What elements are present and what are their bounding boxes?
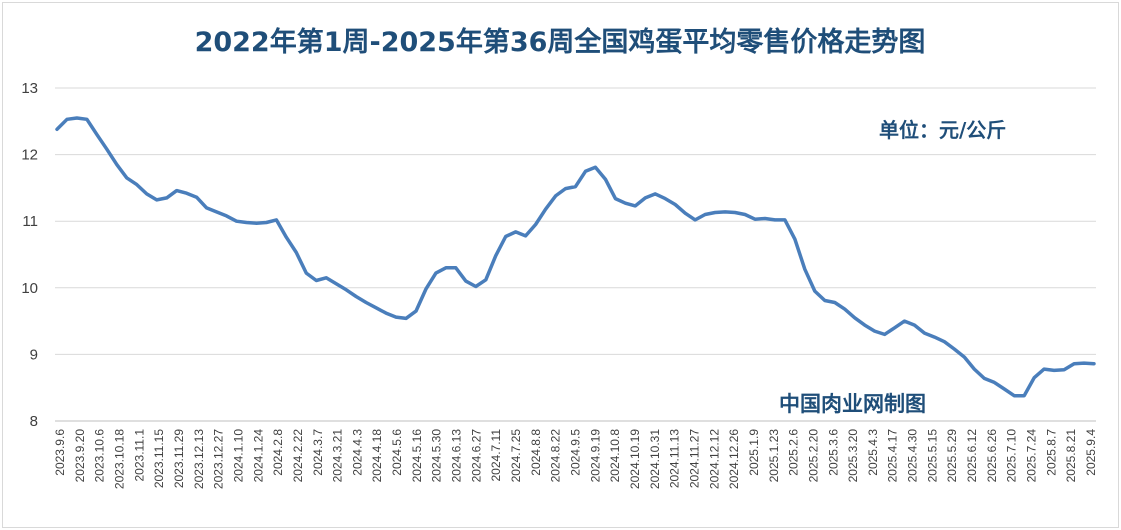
x-tick-label: 2023.11.1 bbox=[132, 429, 146, 482]
x-tick-label: 2024.3.21 bbox=[331, 429, 345, 483]
x-tick-label: 2024.9.19 bbox=[588, 429, 602, 483]
y-tick-label: 10 bbox=[21, 280, 38, 297]
x-tick-label: 2025.2.20 bbox=[806, 429, 820, 483]
x-tick-label: 2024.12.12 bbox=[707, 429, 721, 489]
x-tick-label: 2025.6.12 bbox=[965, 429, 979, 483]
y-tick-label: 8 bbox=[30, 413, 38, 430]
x-tick-label: 2025.4.3 bbox=[866, 429, 880, 476]
chart-title: 2022年第1周-2025年第36周全国鸡蛋平均零售价格走势图 bbox=[195, 26, 926, 58]
x-tick-label: 2025.5.29 bbox=[945, 429, 959, 483]
x-tick-label: 2024.4.18 bbox=[370, 429, 384, 483]
x-tick-label: 2024.1.10 bbox=[231, 429, 245, 483]
y-tick-label: 13 bbox=[21, 80, 38, 97]
x-tick-label: 2025.5.15 bbox=[925, 429, 939, 483]
x-tick-label: 2024.5.16 bbox=[410, 429, 424, 483]
x-tick-label: 2023.10.18 bbox=[112, 429, 126, 489]
x-tick-label: 2023.10.6 bbox=[93, 429, 107, 483]
x-tick-label: 2023.11.15 bbox=[152, 429, 166, 488]
x-tick-label: 2024.10.19 bbox=[628, 429, 642, 489]
x-tick-label: 2024.11.27 bbox=[687, 429, 701, 488]
x-axis-ticks: 2023.9.6 2023.9.20 2023.10.6 2023.10.18 2023… bbox=[53, 429, 1098, 489]
x-tick-label: 2025.1.9 bbox=[747, 429, 761, 476]
x-tick-label: 2024.5.30 bbox=[430, 429, 444, 483]
x-tick-label: 2024.12.26 bbox=[727, 429, 741, 489]
x-tick-label: 2025.3.20 bbox=[846, 429, 860, 483]
x-tick-label: 2024.11.13 bbox=[668, 429, 682, 488]
x-tick-label: 2024.6.13 bbox=[450, 429, 464, 483]
x-tick-label: 2024.8.22 bbox=[549, 429, 563, 483]
x-tick-label: 2025.2.6 bbox=[787, 429, 801, 476]
x-tick-label: 2025.3.6 bbox=[826, 429, 840, 476]
x-tick-label: 2023.11.29 bbox=[172, 429, 186, 488]
y-tick-label: 11 bbox=[22, 213, 38, 230]
x-tick-label: 2025.8.7 bbox=[1044, 429, 1058, 476]
x-tick-label: 2024.2.8 bbox=[271, 429, 285, 476]
x-tick-label: 2025.1.23 bbox=[767, 429, 781, 483]
x-tick-label: 2024.8.8 bbox=[529, 429, 543, 476]
x-tick-label: 2025.4.17 bbox=[886, 429, 900, 483]
y-axis-ticks: 8 9 10 11 12 13 bbox=[21, 80, 38, 430]
x-tick-label: 2024.10.31 bbox=[648, 429, 662, 489]
series-layer bbox=[55, 116, 1096, 398]
x-tick-label: 2024.9.5 bbox=[569, 429, 583, 476]
x-tick-label: 2025.4.30 bbox=[906, 429, 920, 483]
x-tick-label: 2024.3.7 bbox=[311, 429, 325, 476]
y-tick-label: 12 bbox=[21, 147, 38, 164]
x-tick-label: 2024.1.24 bbox=[251, 429, 265, 483]
line-chart: 2022年第1周-2025年第36周全国鸡蛋平均零售价格走势图 8 9 10 11 12… bbox=[21, 26, 1098, 489]
x-tick-label: 2023.12.27 bbox=[212, 429, 226, 489]
gridlines bbox=[55, 87, 1096, 422]
x-tick-label: 2025.9.4 bbox=[1084, 429, 1098, 476]
x-tick-label: 2024.4.3 bbox=[350, 429, 364, 476]
x-tick-label: 2024.6.27 bbox=[469, 429, 483, 483]
price-line bbox=[55, 116, 1096, 398]
unit-label: 单位：元/公斤 bbox=[879, 118, 1006, 142]
x-tick-label: 2025.7.24 bbox=[1025, 429, 1039, 483]
x-tick-label: 2024.7.11 bbox=[489, 429, 503, 482]
x-tick-label: 2025.8.21 bbox=[1064, 429, 1078, 483]
x-tick-label: 2023.9.20 bbox=[73, 429, 87, 483]
x-tick-label: 2025.6.26 bbox=[985, 429, 999, 483]
y-tick-label: 9 bbox=[30, 346, 38, 363]
x-tick-label: 2023.12.13 bbox=[192, 429, 206, 489]
x-tick-label: 2023.9.6 bbox=[53, 429, 67, 476]
source-watermark: 中国肉业网制图 bbox=[779, 392, 926, 416]
x-tick-label: 2025.7.10 bbox=[1005, 429, 1019, 483]
x-tick-label: 2024.7.25 bbox=[509, 429, 523, 483]
x-tick-label: 2024.5.6 bbox=[390, 429, 404, 476]
x-tick-label: 2024.2.22 bbox=[291, 429, 305, 483]
x-tick-label: 2024.10.8 bbox=[608, 429, 622, 483]
